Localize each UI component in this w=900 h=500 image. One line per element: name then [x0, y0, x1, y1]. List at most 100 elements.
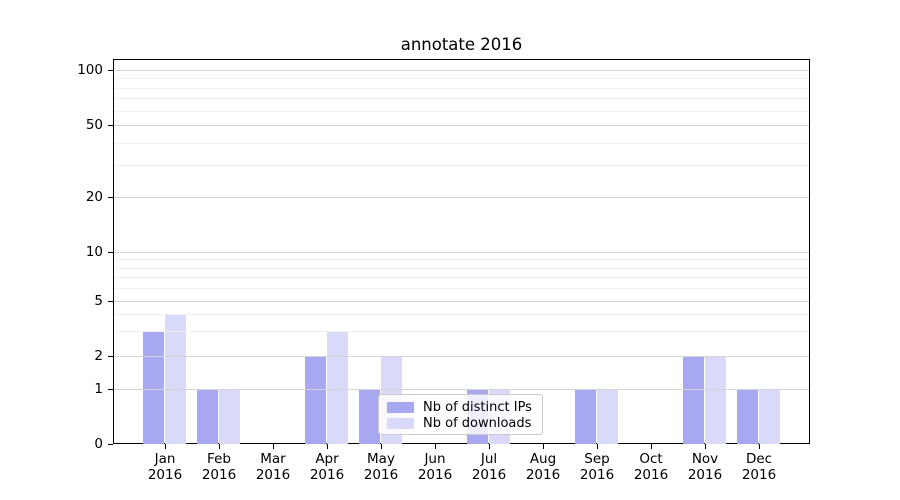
- y-tick-label-2: 2: [94, 348, 103, 364]
- x-tick-year: 2016: [417, 467, 453, 483]
- gridline-minor-7: [114, 277, 809, 278]
- y-tick-label-0: 0: [94, 436, 103, 452]
- gridline-minor-4: [114, 314, 809, 315]
- x-tick-label-nov: Nov 2016: [675, 451, 735, 483]
- y-tick-20: [108, 197, 113, 198]
- x-tick-month: Sep: [584, 451, 610, 467]
- x-tick-dec: [759, 444, 760, 449]
- x-tick-may: [381, 444, 382, 449]
- y-tick-0: [108, 444, 113, 445]
- bar-feb-distinct-ips: [196, 389, 219, 444]
- bar-sep-downloads: [596, 389, 619, 444]
- x-tick-month: Jun: [424, 451, 446, 467]
- gridline-minor-90: [114, 78, 809, 79]
- y-tick-10: [108, 252, 113, 253]
- bar-jan-distinct-ips: [142, 331, 165, 444]
- y-tick-label-5: 5: [94, 293, 103, 309]
- bar-feb-downloads: [218, 389, 241, 444]
- gridline-major-2: [114, 356, 809, 357]
- x-tick-month: Aug: [529, 451, 557, 467]
- y-tick-label-10: 10: [85, 244, 103, 260]
- x-tick-year: 2016: [255, 467, 291, 483]
- x-tick-month: Jan: [154, 451, 176, 467]
- x-tick-year: 2016: [309, 467, 345, 483]
- x-tick-label-jul: Jul 2016: [459, 451, 519, 483]
- legend-label-distinct-ips: Nb of distinct IPs: [423, 399, 532, 415]
- y-tick-label-20: 20: [85, 189, 103, 205]
- gridline-major-20: [114, 197, 809, 198]
- gridline-minor-8: [114, 268, 809, 269]
- gridline-minor-70: [114, 98, 809, 99]
- legend-item-downloads: Nb of downloads: [379, 415, 542, 431]
- gridline-major-50: [114, 125, 809, 126]
- y-tick-label-100: 100: [77, 62, 103, 78]
- x-tick-month: Nov: [691, 451, 719, 467]
- gridline-major-5: [114, 301, 809, 302]
- x-tick-month: Mar: [260, 451, 286, 467]
- x-tick-year: 2016: [201, 467, 237, 483]
- x-tick-jun: [435, 444, 436, 449]
- x-tick-year: 2016: [687, 467, 723, 483]
- x-tick-month: May: [367, 451, 395, 467]
- x-tick-month: Dec: [745, 451, 773, 467]
- x-tick-label-dec: Dec 2016: [729, 451, 789, 483]
- legend-swatch-distinct-ips: [387, 401, 414, 413]
- bar-nov-distinct-ips: [682, 356, 705, 444]
- bar-jan-downloads: [164, 314, 187, 444]
- gridline-major-1: [114, 389, 809, 390]
- x-tick-year: 2016: [633, 467, 669, 483]
- gridline-minor-30: [114, 165, 809, 166]
- x-tick-label-feb: Feb 2016: [189, 451, 249, 483]
- x-tick-year: 2016: [579, 467, 615, 483]
- gridline-minor-80: [114, 88, 809, 89]
- x-tick-mar: [273, 444, 274, 449]
- x-tick-nov: [705, 444, 706, 449]
- x-tick-month: Oct: [639, 451, 663, 467]
- legend: Nb of distinct IPs Nb of downloads: [378, 394, 543, 435]
- x-tick-month: Feb: [207, 451, 231, 467]
- x-tick-year: 2016: [471, 467, 507, 483]
- x-tick-jul: [489, 444, 490, 449]
- x-tick-label-aug: Aug 2016: [513, 451, 573, 483]
- gridline-minor-3: [114, 331, 809, 332]
- gridline-major-100: [114, 70, 809, 71]
- x-tick-year: 2016: [147, 467, 183, 483]
- bar-apr-distinct-ips: [304, 356, 327, 444]
- chart-title: annotate 2016: [400, 35, 523, 54]
- bar-sep-distinct-ips: [574, 389, 597, 444]
- x-tick-month: Apr: [315, 451, 339, 467]
- x-tick-year: 2016: [363, 467, 399, 483]
- bar-apr-downloads: [326, 331, 349, 444]
- y-tick-5: [108, 301, 113, 302]
- x-tick-year: 2016: [741, 467, 777, 483]
- gridline-minor-9: [114, 259, 809, 260]
- legend-swatch-downloads: [387, 417, 414, 429]
- plot-area: [113, 59, 810, 444]
- gridline-major-10: [114, 252, 809, 253]
- x-tick-aug: [543, 444, 544, 449]
- y-tick-label-1: 1: [94, 381, 103, 397]
- y-tick-label-50: 50: [85, 117, 103, 133]
- x-tick-month: Jul: [480, 451, 498, 467]
- y-tick-50: [108, 125, 113, 126]
- x-tick-label-sep: Sep 2016: [567, 451, 627, 483]
- y-tick-2: [108, 356, 113, 357]
- x-tick-label-apr: Apr 2016: [297, 451, 357, 483]
- x-tick-oct: [651, 444, 652, 449]
- x-tick-year: 2016: [525, 467, 561, 483]
- x-tick-label-jan: Jan 2016: [135, 451, 195, 483]
- legend-item-distinct-ips: Nb of distinct IPs: [379, 399, 542, 415]
- bar-nov-downloads: [704, 356, 727, 444]
- bar-dec-distinct-ips: [736, 389, 759, 444]
- x-tick-feb: [219, 444, 220, 449]
- x-tick-apr: [327, 444, 328, 449]
- x-tick-label-mar: Mar 2016: [243, 451, 303, 483]
- x-tick-jan: [165, 444, 166, 449]
- x-tick-label-jun: Jun 2016: [405, 451, 465, 483]
- x-tick-label-oct: Oct 2016: [621, 451, 681, 483]
- legend-label-downloads: Nb of downloads: [423, 415, 532, 431]
- y-tick-100: [108, 70, 113, 71]
- gridline-minor-40: [114, 143, 809, 144]
- x-tick-sep: [597, 444, 598, 449]
